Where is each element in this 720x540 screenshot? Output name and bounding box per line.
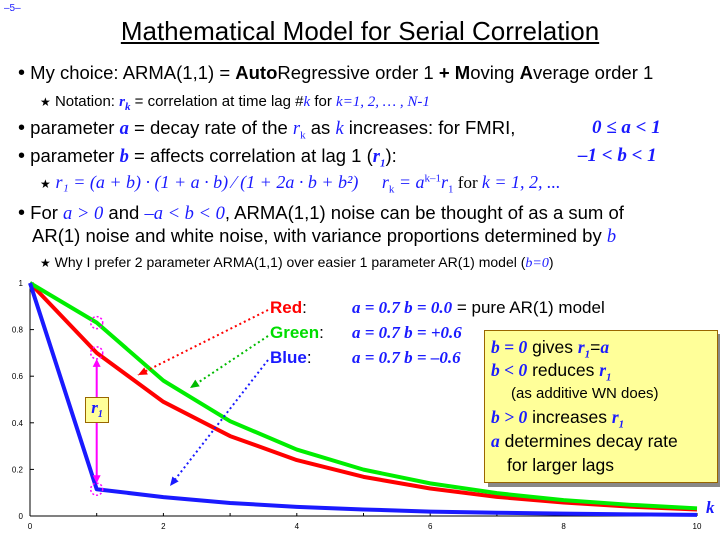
y-tick-label: 0.6: [12, 372, 24, 381]
r1-marker: r1: [85, 397, 109, 423]
x-tick-label: 6: [428, 522, 433, 531]
note-line-5: a determines decay rate: [491, 431, 678, 451]
legend-blue: Blue:: [270, 348, 312, 367]
param-a-range: 0 ≤ a < 1: [592, 117, 661, 138]
note-line-6: for larger lags: [507, 455, 614, 475]
y-tick-label: 0.4: [12, 419, 24, 428]
legend-blue-params: a = 0.7 b = –0.6: [352, 348, 461, 367]
x-tick-label: 2: [161, 522, 166, 531]
series-line-blue: [28, 282, 698, 517]
model-choice-prefix: My choice: ARMA(1,1) =: [30, 62, 236, 83]
x-tick-label: 8: [561, 522, 566, 531]
y-tick-label: 1: [19, 279, 24, 288]
bullet-param-b: • parameter b = affects correlation at l…: [18, 145, 397, 170]
note-line-4: b > 0 increases r1: [491, 407, 625, 431]
bullet-model-choice: • My choice: ARMA(1,1) = AutoRegressive …: [18, 62, 654, 84]
pointer-green-head: [190, 379, 200, 388]
bullet-ar1-sum-line2: AR(1) noise and white noise, with varian…: [32, 225, 617, 247]
legend-green: Green:: [270, 323, 324, 342]
slide-title: Mathematical Model for Serial Correlatio…: [120, 16, 600, 46]
bullet-ar1-sum: • For a > 0 and –a < b < 0, ARMA(1,1) no…: [18, 202, 624, 224]
r1-formula: r₁ = (a + b) · (1 + a · b) ⁄ (1 + 2a · b…: [55, 172, 359, 192]
pointer-green: [189, 335, 269, 389]
r1-arrow-head-top: [92, 358, 101, 367]
note-box: b = 0 gives r1=a b < 0 reduces r1 (as ad…: [484, 330, 718, 483]
x-tick-label: 10: [693, 522, 702, 531]
note-line-3: (as additive WN does): [511, 385, 659, 402]
r1-arrow-head-bottom: [92, 475, 101, 484]
y-tick-label: 0: [19, 512, 24, 521]
pointer-blue-head: [170, 476, 179, 486]
legend-red: Red:: [270, 298, 307, 317]
sub-why-prefer: ★ Why I prefer 2 parameter ARMA(1,1) ove…: [40, 254, 554, 271]
pointer-red: [137, 309, 269, 376]
legend-red-params: a = 0.7 b = 0.0 = pure AR(1) model: [352, 298, 605, 317]
highlight-circle: [89, 315, 104, 330]
note-line-2: b < 0 reduces r1: [491, 360, 612, 384]
x-tick-label: 0: [28, 522, 33, 531]
bullet-param-a: • parameter a = decay rate of the rk as …: [18, 117, 516, 142]
pointer-blue: [169, 359, 269, 487]
sub-notation: ★ Notation: rk = correlation at time lag…: [40, 93, 430, 113]
page-number: –5–: [4, 3, 21, 14]
sub-formula: ★ r₁ = (a + b) · (1 + a · b) ⁄ (1 + 2a ·…: [40, 172, 561, 196]
pointer-red-head: [138, 367, 148, 375]
y-tick-label: 0.2: [12, 465, 24, 474]
y-tick-label: 0.8: [12, 326, 24, 335]
legend-green-params: a = 0.7 b = +0.6: [352, 323, 462, 342]
series-line-red: [28, 281, 698, 512]
axis-k-label: k: [706, 498, 715, 517]
param-b-range: –1 < b < 1: [578, 145, 657, 166]
highlight-circle: [89, 482, 104, 496]
x-tick-label: 4: [295, 522, 300, 531]
note-line-1: b = 0 gives r1=a: [491, 337, 610, 361]
series-line-green: [28, 281, 698, 511]
